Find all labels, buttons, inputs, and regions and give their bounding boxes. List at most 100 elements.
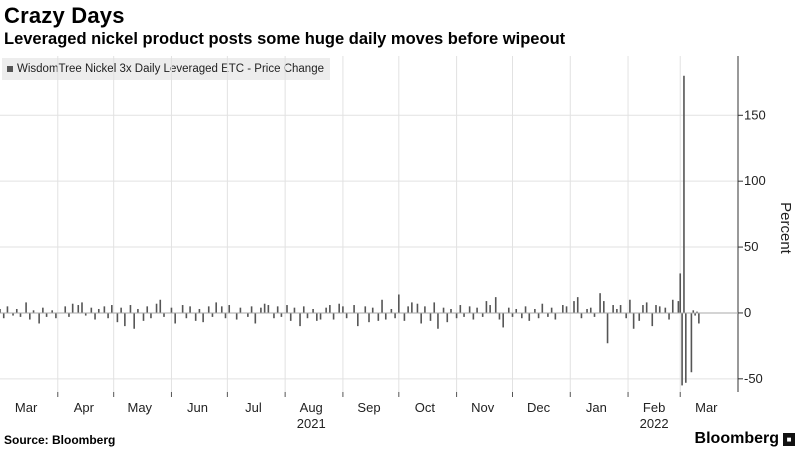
bar — [329, 305, 331, 313]
bar — [593, 312, 596, 317]
y-axis-label: Percent — [777, 202, 794, 255]
bar — [32, 310, 35, 313]
bar — [642, 305, 644, 313]
bar — [181, 305, 184, 313]
bar — [651, 312, 654, 327]
bar — [463, 312, 465, 317]
bar — [550, 307, 553, 313]
bar — [338, 303, 340, 313]
bar — [384, 312, 387, 320]
bar — [565, 306, 568, 313]
bar — [599, 293, 601, 313]
bar — [224, 312, 227, 319]
bar — [137, 308, 139, 313]
bar — [29, 312, 31, 320]
bar — [658, 306, 661, 313]
bar — [51, 310, 53, 313]
bar — [681, 312, 683, 386]
bar — [194, 312, 197, 321]
bar — [159, 299, 162, 313]
bar — [481, 312, 484, 317]
bar — [645, 302, 648, 313]
bar — [325, 307, 327, 313]
bar — [280, 312, 283, 317]
bar — [589, 307, 592, 313]
bar — [403, 312, 406, 321]
x-tick-label: Oct — [415, 400, 436, 415]
bar — [612, 305, 614, 313]
bar — [683, 75, 685, 313]
bar — [450, 308, 452, 313]
bar — [685, 312, 687, 383]
bar — [146, 306, 149, 313]
bar — [541, 303, 544, 313]
bar — [316, 312, 318, 321]
bar — [603, 301, 605, 313]
x-tick-label: May — [127, 400, 152, 415]
bar — [289, 312, 292, 321]
bar — [455, 312, 458, 319]
grid-layer — [0, 56, 738, 392]
bar — [671, 299, 674, 313]
y-tick-label: 0 — [744, 305, 751, 320]
bar — [345, 312, 348, 319]
bar — [12, 312, 14, 316]
x-year-label: 2021 — [297, 416, 326, 431]
bar — [111, 305, 113, 313]
y-tick-label: -50 — [744, 371, 763, 386]
bar — [286, 305, 288, 313]
bar — [332, 312, 335, 320]
bar — [267, 305, 270, 313]
bar — [694, 312, 696, 316]
bar — [207, 306, 210, 313]
bar — [554, 312, 557, 320]
bar — [411, 302, 413, 313]
bar — [468, 306, 471, 313]
bar — [107, 312, 109, 319]
bar — [537, 312, 540, 319]
brand-name: Bloomberg — [694, 430, 779, 447]
bar — [547, 312, 549, 317]
bar — [353, 305, 355, 313]
legend-series-label: WisdomTree Nickel 3x Daily Leveraged ETC… — [17, 63, 324, 75]
bar — [521, 312, 523, 319]
bar — [38, 312, 40, 324]
bar — [42, 307, 44, 313]
bar — [170, 307, 173, 313]
bar — [494, 297, 497, 313]
bar — [364, 306, 367, 313]
bar — [215, 302, 217, 313]
bar — [276, 306, 279, 313]
bar — [424, 306, 426, 313]
x-year-label: 2022 — [640, 416, 669, 431]
bar — [342, 306, 344, 313]
bar — [515, 308, 518, 313]
bar — [260, 307, 262, 313]
bar — [407, 306, 409, 313]
bar — [476, 307, 478, 313]
bar — [668, 312, 670, 320]
bar — [377, 312, 380, 321]
bar — [116, 312, 119, 323]
bar — [302, 306, 305, 313]
bar — [77, 305, 80, 313]
bar — [150, 312, 152, 319]
x-tick-label: Mar — [15, 400, 38, 415]
bar — [155, 303, 158, 313]
bar — [0, 308, 1, 313]
bar — [368, 312, 370, 323]
bar — [696, 311, 698, 313]
bar — [68, 312, 70, 317]
x-tick-label: Nov — [471, 400, 495, 415]
x-tick-label: Dec — [527, 400, 551, 415]
x-tick-label: Jan — [586, 400, 607, 415]
bar — [254, 312, 257, 324]
bar — [576, 297, 579, 313]
bloomberg-logo-icon: ■ — [783, 432, 795, 446]
bar — [429, 312, 432, 321]
chart-subtitle: Leveraged nickel product posts some huge… — [4, 30, 566, 48]
bar — [120, 307, 122, 313]
bar — [2, 312, 5, 319]
bar — [25, 302, 27, 313]
bar — [690, 312, 693, 373]
